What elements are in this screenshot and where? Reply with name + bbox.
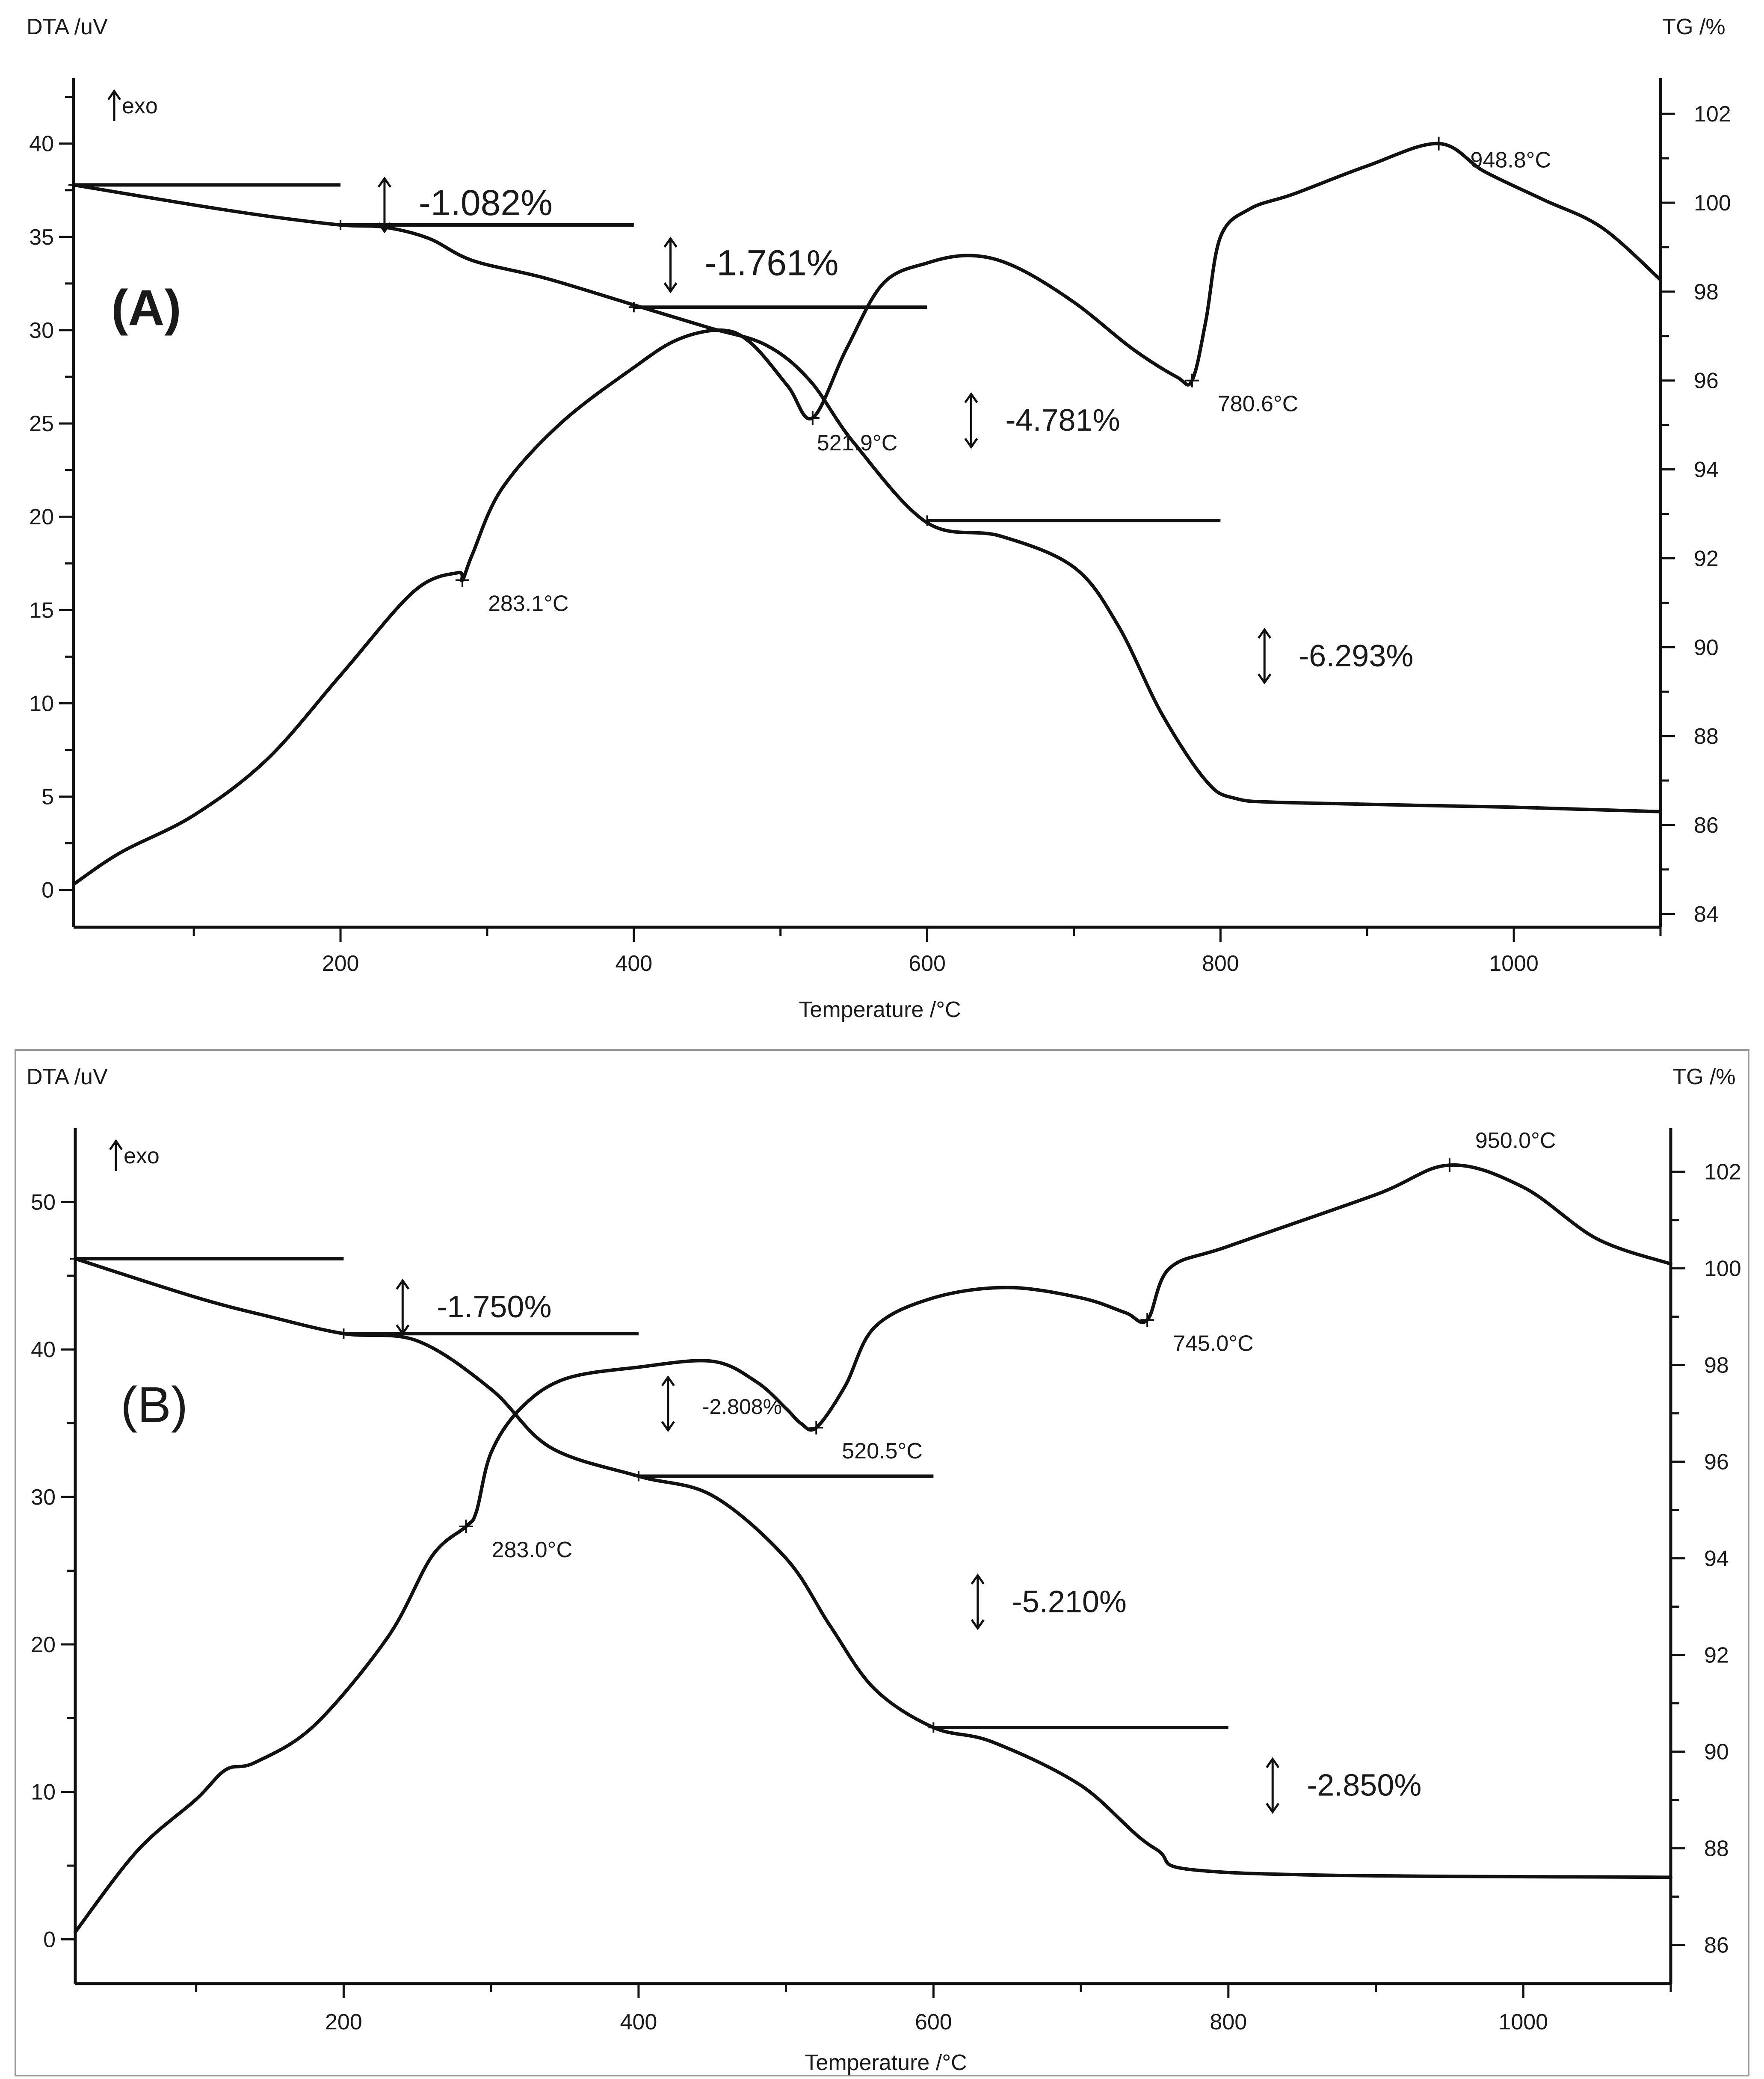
peak-marker xyxy=(1140,1313,1154,1327)
mass-loss-arrowhead-icon xyxy=(663,237,678,293)
peak-temperature-label: 283.0°C xyxy=(492,1538,572,1562)
exo-arrowhead-icon xyxy=(109,1139,123,1150)
y-left-tick-label: 40 xyxy=(31,1337,56,1362)
y-right-axis-title: TG /% xyxy=(1662,15,1725,39)
mass-loss-arrowhead-icon xyxy=(396,1278,410,1336)
peak-temperature-label: 521.9°C xyxy=(817,431,897,455)
mass-loss-label: -2.808% xyxy=(702,1395,782,1419)
mass-loss-arrowhead-icon xyxy=(377,176,391,234)
y-right-tick-label: 94 xyxy=(1704,1547,1729,1571)
peak-temperature-label: 780.6°C xyxy=(1218,392,1298,417)
x-tick-label: 1000 xyxy=(1498,2010,1548,2035)
peak-marker xyxy=(809,1421,823,1434)
x-tick-label: 800 xyxy=(1210,2010,1247,2035)
tg-curve xyxy=(72,183,1662,813)
y-left-tick-label: 0 xyxy=(43,1928,56,1952)
mass-loss-arrowhead-icon xyxy=(1258,627,1272,685)
x-tick-label: 400 xyxy=(620,2010,657,2035)
panel-label: (A) xyxy=(111,280,181,336)
y-left-axis-title: DTA /uV xyxy=(27,15,108,39)
y-left-tick-label: 25 xyxy=(29,411,54,436)
x-tick-label: 200 xyxy=(325,2010,362,2035)
tg-curve xyxy=(74,1257,1672,1879)
mass-loss-arrowhead-icon xyxy=(661,1375,675,1432)
peak-marker xyxy=(455,573,469,587)
y-left-tick-label: 35 xyxy=(29,225,54,250)
x-axis-title: Temperature /°C xyxy=(805,2050,967,2075)
y-left-tick-label: 5 xyxy=(41,785,54,810)
mass-loss-label: -1.750% xyxy=(437,1290,551,1324)
peak-temperature-label: 948.8°C xyxy=(1471,148,1551,173)
y-right-tick-label: 98 xyxy=(1694,280,1719,305)
y-right-tick-label: 102 xyxy=(1704,1160,1741,1185)
y-right-tick-label: 90 xyxy=(1704,1740,1729,1765)
y-right-tick-label: 100 xyxy=(1694,191,1731,216)
y-left-tick-label: 50 xyxy=(31,1190,56,1215)
exo-label: exo xyxy=(122,94,158,118)
peak-temperature-label: 520.5°C xyxy=(842,1439,922,1464)
y-right-tick-label: 88 xyxy=(1704,1836,1729,1861)
mass-loss-arrowhead-icon xyxy=(971,1573,985,1630)
y-right-tick-label: 86 xyxy=(1694,813,1719,838)
x-tick-label: 600 xyxy=(909,951,946,976)
y-left-tick-label: 15 xyxy=(29,598,54,623)
x-tick-label: 400 xyxy=(615,951,652,976)
y-right-tick-label: 92 xyxy=(1694,546,1719,571)
y-left-tick-label: 30 xyxy=(31,1485,56,1510)
y-right-tick-label: 84 xyxy=(1694,902,1719,927)
y-left-tick-label: 20 xyxy=(31,1632,56,1657)
y-left-axis-title: DTA /uV xyxy=(27,1065,108,1089)
y-left-tick-label: 40 xyxy=(29,132,54,157)
mass-loss-arrowhead-icon xyxy=(964,392,978,449)
y-right-tick-label: 90 xyxy=(1694,635,1719,660)
mass-loss-label: -5.210% xyxy=(1012,1585,1127,1619)
dta-curve xyxy=(72,142,1662,886)
x-tick-label: 1000 xyxy=(1489,951,1539,976)
y-right-tick-label: 96 xyxy=(1704,1450,1729,1475)
x-tick-label: 800 xyxy=(1202,951,1239,976)
peak-temperature-label: 745.0°C xyxy=(1173,1331,1253,1356)
peak-marker xyxy=(1432,136,1446,151)
x-tick-label: 600 xyxy=(915,2010,952,2035)
dta-curve xyxy=(74,1163,1672,1934)
y-left-tick-label: 0 xyxy=(41,878,54,903)
y-right-tick-label: 92 xyxy=(1704,1643,1729,1668)
peak-temperature-label: 283.1°C xyxy=(488,591,568,616)
mass-loss-label: -1.082% xyxy=(419,183,553,223)
peak-marker xyxy=(1442,1158,1456,1172)
y-right-tick-label: 98 xyxy=(1704,1353,1729,1378)
mass-loss-arrowhead-icon xyxy=(1266,1757,1280,1814)
panel-b-frame xyxy=(15,1049,1749,2076)
y-right-tick-label: 88 xyxy=(1694,724,1719,749)
mass-loss-label: -6.293% xyxy=(1299,639,1413,673)
y-left-tick-label: 10 xyxy=(31,1780,56,1805)
x-axis-title: Temperature /°C xyxy=(799,997,961,1022)
panel-label: (B) xyxy=(121,1377,188,1433)
x-tick-label: 200 xyxy=(322,951,359,976)
exo-label: exo xyxy=(124,1144,160,1168)
y-right-tick-label: 86 xyxy=(1704,1933,1729,1958)
peak-marker xyxy=(1185,373,1199,387)
y-left-tick-label: 10 xyxy=(29,691,54,716)
y-left-tick-label: 20 xyxy=(29,505,54,529)
mass-loss-label: -1.761% xyxy=(705,243,839,283)
peak-marker xyxy=(805,411,820,425)
peak-temperature-label: 950.0°C xyxy=(1475,1128,1556,1153)
y-right-tick-label: 100 xyxy=(1704,1257,1741,1281)
y-right-tick-label: 96 xyxy=(1694,369,1719,393)
peak-marker xyxy=(459,1520,473,1534)
y-left-tick-label: 30 xyxy=(29,318,54,343)
y-right-axis-title: TG /% xyxy=(1672,1065,1735,1089)
mass-loss-label: -2.850% xyxy=(1307,1768,1421,1803)
y-right-tick-label: 94 xyxy=(1694,458,1719,482)
y-right-tick-label: 102 xyxy=(1694,102,1731,127)
exo-arrowhead-icon xyxy=(107,89,121,101)
mass-loss-label: -4.781% xyxy=(1005,403,1120,438)
